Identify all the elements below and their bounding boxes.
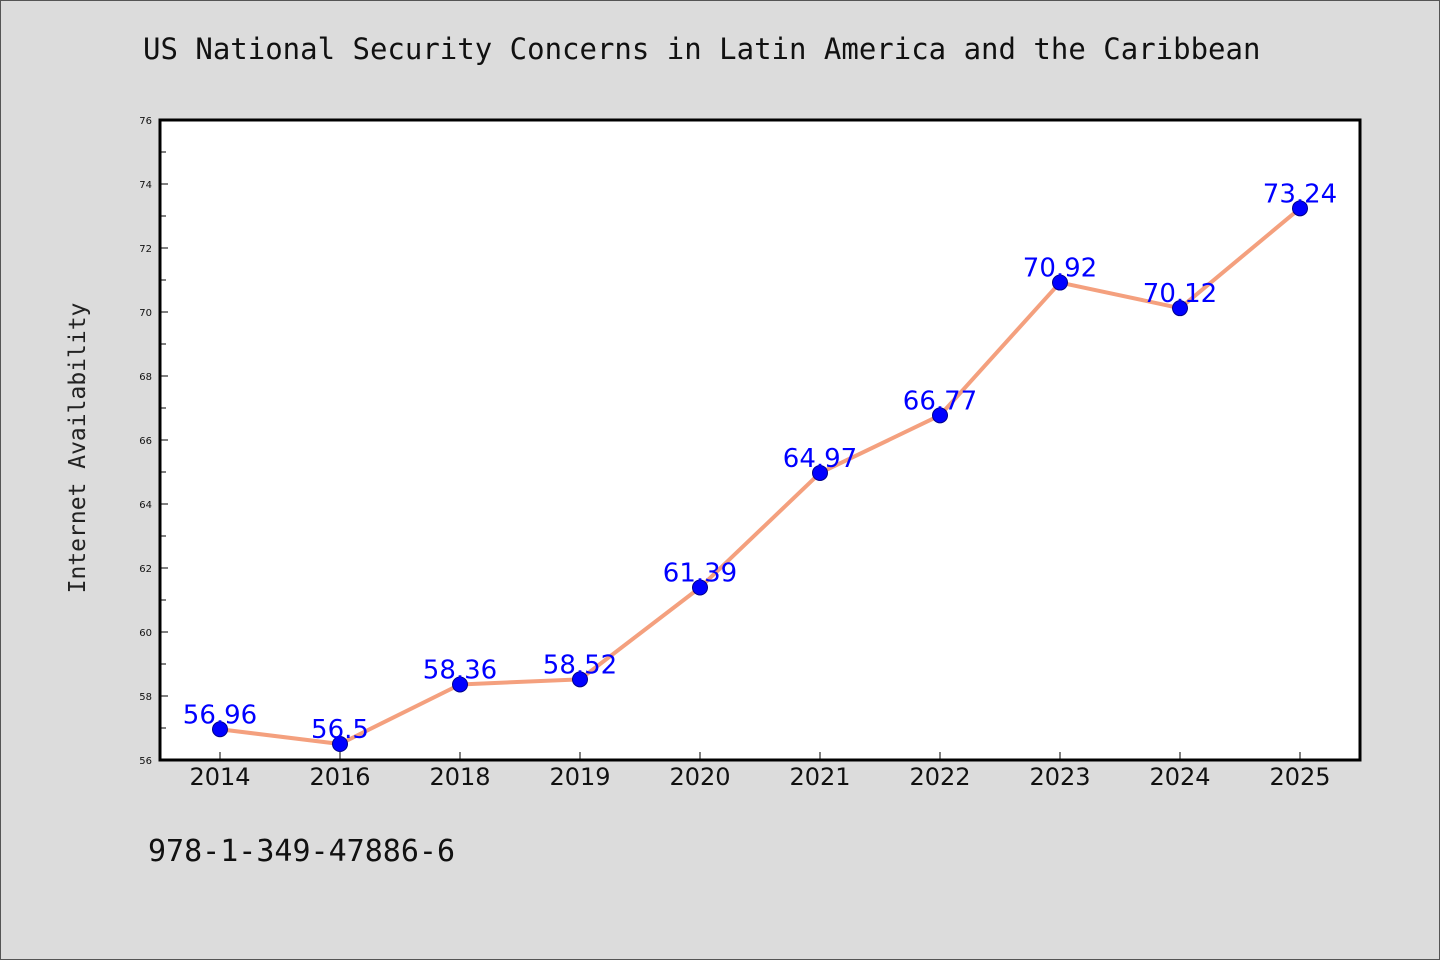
data-point [212,721,228,738]
y-tick-label: 60 [139,628,152,639]
x-tick-label: 2025 [1269,763,1330,791]
x-axis: 2014 2016 2018 2019 2020 2021 2022 2023 2024 2025 [189,752,1331,791]
data-label: 56.5 [311,715,369,745]
footer-code: 978-1-349-47886-6 [148,834,456,869]
x-tick-label: 2019 [549,763,610,791]
data-label: 70.12 [1143,279,1217,309]
x-tick-label: 2023 [1029,763,1090,791]
y-tick-label: 70 [139,308,152,319]
y-tick-label: 56 [139,756,152,767]
data-label: 58.36 [423,655,497,685]
data-point [1052,274,1068,291]
x-tick-label: 2021 [789,763,850,791]
y-axis-label: Internet Availability [65,303,91,594]
data-label: 73.24 [1263,179,1337,209]
data-point [572,671,588,688]
data-point [932,407,948,424]
series-line [219,206,1302,746]
data-label: 61.39 [663,559,737,589]
series-line-group: 56.96 56.5 58.36 58.52 61.39 64.97 66.77 70.92 7… [183,179,1337,752]
data-label: 66.77 [903,386,977,416]
x-tick-label: 2016 [309,763,370,791]
y-tick-label: 58 [139,692,152,703]
y-tick-label: 62 [139,564,152,575]
chart-title: US National Security Concerns in Latin A… [143,32,1261,66]
data-label: 70.92 [1023,254,1097,284]
data-point [692,579,708,596]
y-tick-label: 76 [139,116,152,127]
data-point [812,464,828,481]
y-tick-label: 66 [139,436,152,447]
y-tick-label: 72 [139,244,152,255]
data-label: 56.96 [183,700,257,730]
data-label: 64.97 [783,444,857,474]
data-point [452,676,468,693]
x-tick-label: 2020 [669,763,730,791]
data-point [1172,300,1188,317]
y-tick-label: 64 [139,500,152,511]
y-axis: 56 58 60 62 64 66 68 70 72 74 76 [139,116,168,767]
y-tick-label: 74 [139,180,152,191]
data-point [332,736,348,752]
y-tick-label: 68 [139,372,152,383]
x-tick-label: 2022 [909,763,970,791]
x-tick-label: 2014 [189,763,250,791]
data-label: 58.52 [543,650,617,680]
plot-area [158,118,1362,762]
x-tick-label: 2024 [1149,763,1210,791]
x-tick-label: 2018 [429,763,490,791]
data-point [1292,200,1308,217]
